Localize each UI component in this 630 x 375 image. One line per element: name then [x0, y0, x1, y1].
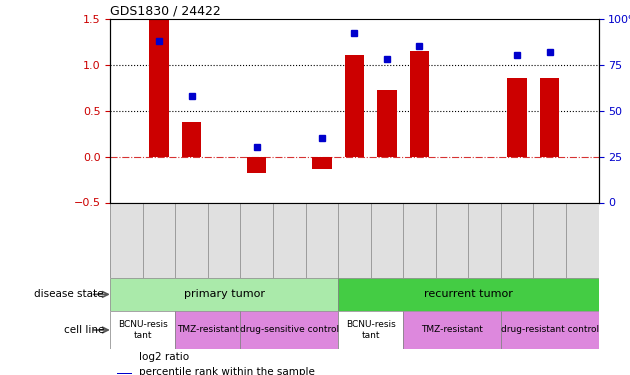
- Bar: [403, 311, 501, 349]
- Bar: [117, 373, 132, 374]
- Text: drug-sensitive control: drug-sensitive control: [239, 326, 339, 334]
- Text: primary tumor: primary tumor: [184, 290, 265, 299]
- Bar: [110, 311, 175, 349]
- Bar: [338, 311, 403, 349]
- Text: disease state: disease state: [35, 290, 104, 299]
- Bar: [540, 78, 559, 157]
- Bar: [377, 90, 397, 157]
- Bar: [507, 78, 527, 157]
- Bar: [338, 278, 598, 311]
- Bar: [345, 56, 364, 157]
- Text: drug-resistant control: drug-resistant control: [501, 326, 598, 334]
- Bar: [312, 157, 331, 168]
- Text: BCNU-resis
tant: BCNU-resis tant: [346, 320, 396, 340]
- Bar: [241, 311, 338, 349]
- Text: log2 ratio: log2 ratio: [139, 352, 189, 362]
- Bar: [247, 157, 266, 173]
- Bar: [501, 311, 598, 349]
- Text: GDS1830 / 24422: GDS1830 / 24422: [110, 4, 221, 18]
- Bar: [175, 311, 241, 349]
- Bar: [110, 278, 338, 311]
- Bar: [182, 122, 202, 157]
- Text: TMZ-resistant: TMZ-resistant: [177, 326, 239, 334]
- Text: percentile rank within the sample: percentile rank within the sample: [139, 367, 314, 375]
- Text: recurrent tumor: recurrent tumor: [424, 290, 513, 299]
- Text: TMZ-resistant: TMZ-resistant: [421, 326, 483, 334]
- Bar: [149, 19, 169, 157]
- Bar: [410, 51, 429, 157]
- Text: BCNU-resis
tant: BCNU-resis tant: [118, 320, 168, 340]
- Text: cell line: cell line: [64, 325, 104, 335]
